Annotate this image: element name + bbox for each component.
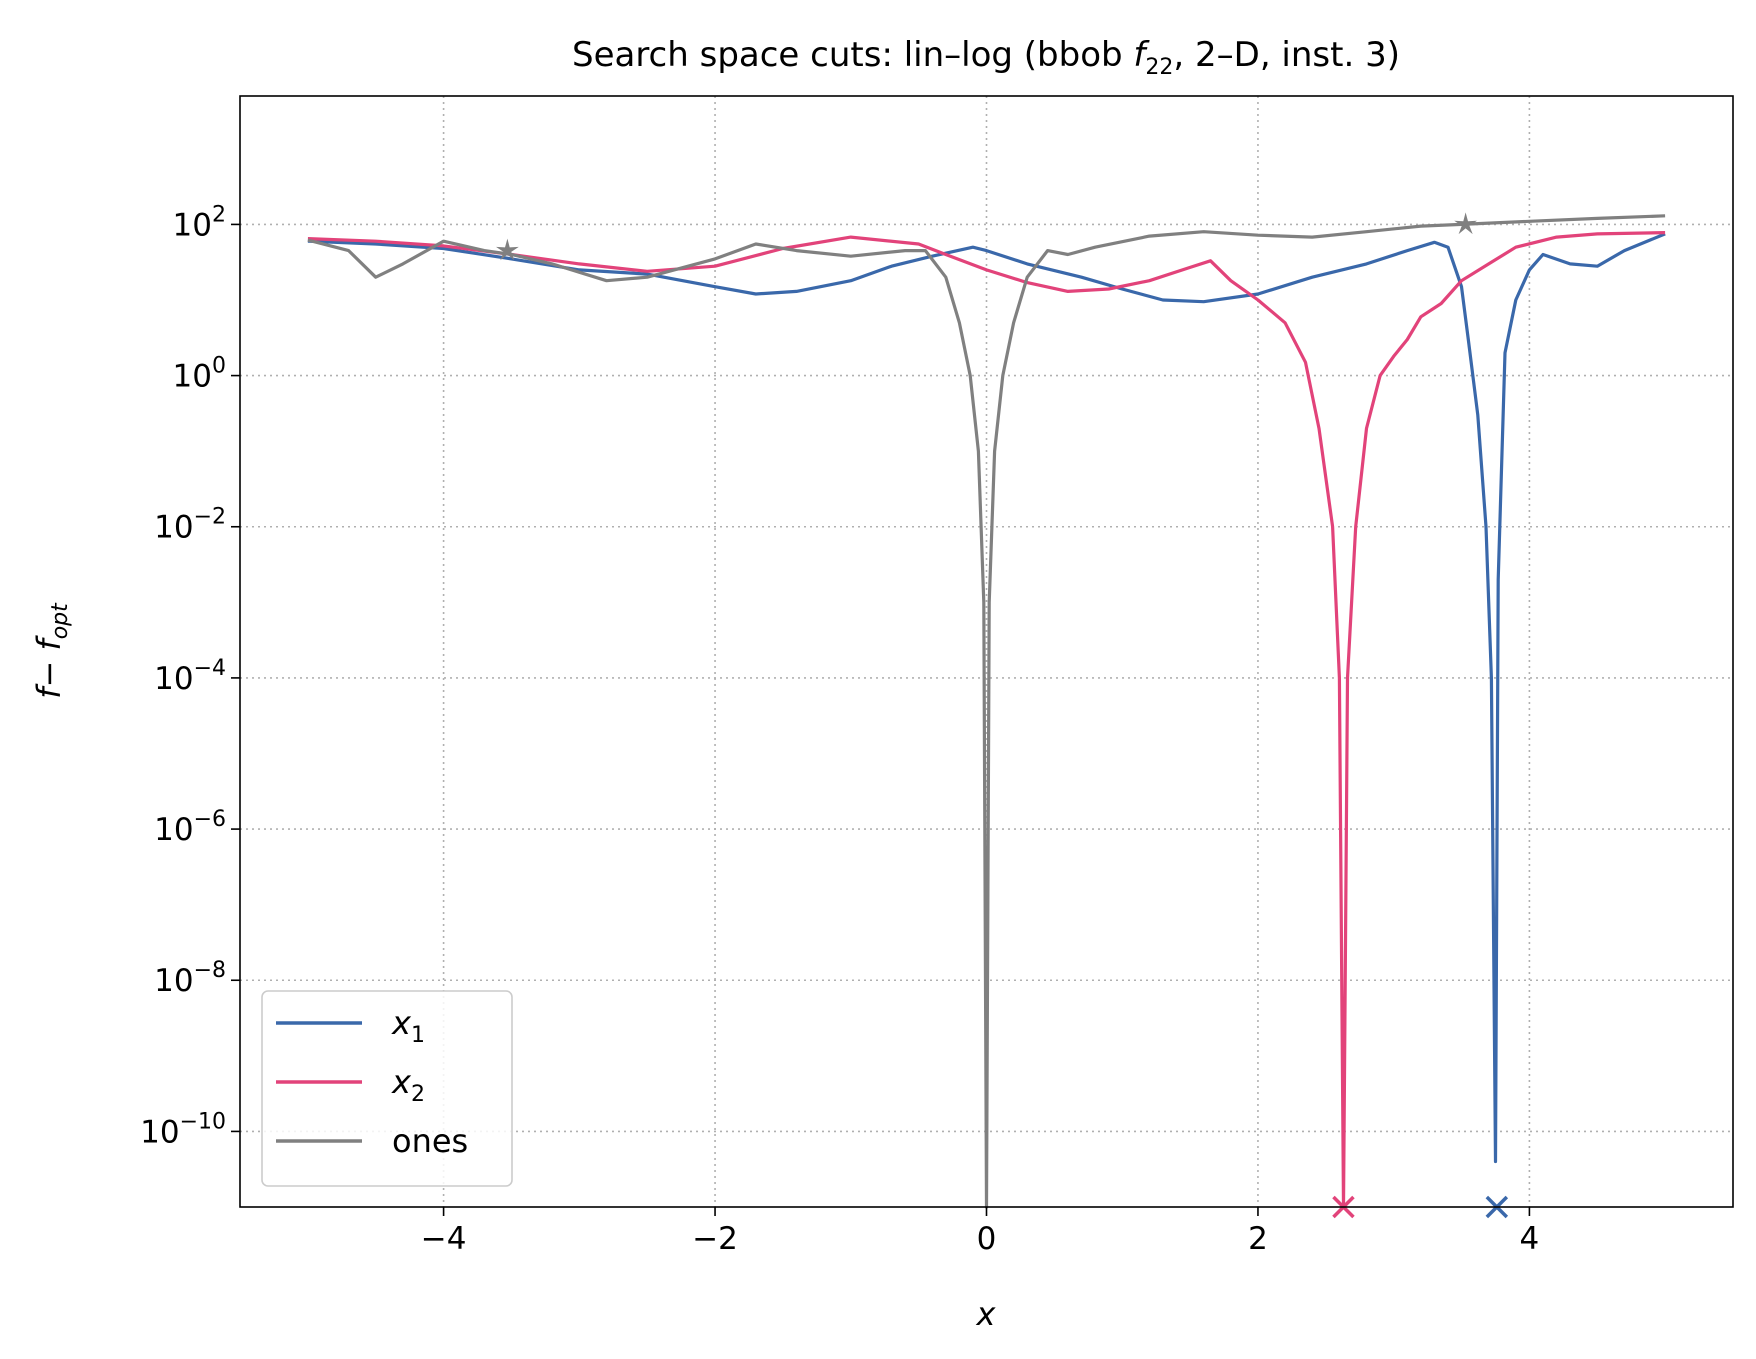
y-tick-label: 10−8	[154, 958, 226, 999]
star-marker	[1454, 212, 1477, 235]
legend-label: ones	[392, 1122, 468, 1160]
legend-label: x1	[391, 1004, 425, 1048]
y-tick-exponent: 2	[212, 202, 226, 227]
y-tick-label: 10−10	[140, 1109, 226, 1150]
x-tick-label: 2	[1248, 1221, 1268, 1257]
y-tick-base: 10	[140, 1114, 179, 1150]
y-tick-exponent: 0	[212, 354, 226, 379]
x-axis-label: x	[976, 1295, 997, 1333]
y-tick-exponent: −6	[194, 807, 226, 832]
legend-label: x2	[391, 1063, 425, 1107]
x-tick-label: −4	[421, 1221, 467, 1257]
y-tick-label: 10−6	[154, 807, 226, 848]
ylabel-opt-sub: opt	[48, 602, 73, 639]
legend-name: x	[391, 1004, 412, 1042]
y-tick-label: 102	[173, 202, 226, 243]
x-axis: −4 −2 0 2 4	[421, 1207, 1540, 1257]
legend-name: ones	[392, 1122, 468, 1160]
y-tick-base: 10	[173, 359, 212, 395]
y-tick-base: 10	[154, 812, 193, 848]
series-line-1	[307, 231, 1666, 1209]
legend-name-sub: 1	[411, 1023, 425, 1048]
x-tick-label: −2	[692, 1221, 738, 1257]
x-tick-label: 4	[1520, 1221, 1540, 1257]
y-tick-label: 100	[173, 354, 226, 395]
title-func-sub: 22	[1145, 55, 1173, 80]
star-marker	[496, 238, 519, 261]
y-tick-base: 10	[154, 661, 193, 697]
y-tick-base: 10	[154, 510, 193, 546]
series-line-2	[307, 214, 1666, 1209]
y-tick-label: 10−4	[154, 656, 226, 697]
x-tick-label: 0	[977, 1221, 997, 1257]
y-tick-exponent: −10	[180, 1109, 226, 1134]
title-prefix: Search space cuts: lin–log (bbob	[572, 35, 1133, 75]
y-tick-label: 10−2	[154, 505, 226, 546]
title-suffix: , 2–D, inst. 3)	[1173, 35, 1400, 75]
ylabel-minus: −	[30, 651, 68, 688]
y-tick-base: 10	[154, 963, 193, 999]
legend-name-sub: 2	[411, 1082, 425, 1107]
y-tick-exponent: −8	[194, 958, 226, 983]
legend-name: x	[391, 1063, 412, 1101]
chart-title: Search space cuts: lin–log (bbob f22, 2–…	[572, 35, 1400, 80]
legend-box	[261, 990, 513, 1187]
series-line-0	[307, 232, 1666, 1164]
y-tick-exponent: −4	[194, 656, 226, 681]
y-tick-exponent: −2	[194, 505, 226, 530]
y-tick-base: 10	[173, 207, 212, 243]
